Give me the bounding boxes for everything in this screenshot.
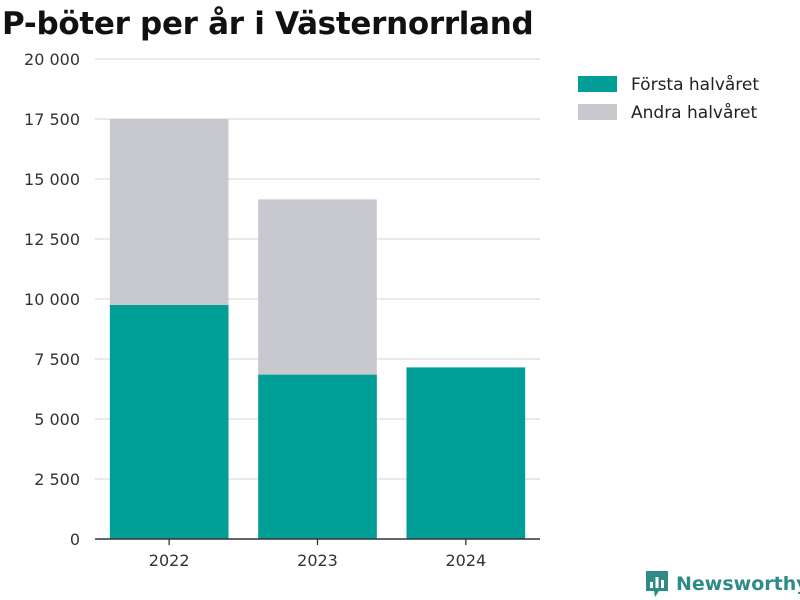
chart-title: P-böter per år i Västernorrland [2,6,534,42]
legend-label: Andra halvåret [631,102,757,123]
y-tick-label: 17 500 [24,110,80,129]
bar-2023-series-0 [258,374,377,539]
y-tick-label: 7 500 [34,350,80,369]
brand-name: Newsworthy [676,573,800,595]
bar-2022-series-0 [109,305,229,539]
y-tick-label: 15 000 [24,170,80,189]
legend-swatch [578,76,617,92]
y-tick-label: 2 500 [34,470,80,489]
brand-logo: Newsworthy [644,569,800,599]
y-tick-label: 5 000 [34,410,80,429]
y-tick-label: 10 000 [24,290,80,309]
x-axis-ticks: 2022 2023 2024 [149,539,486,570]
bars [109,119,526,539]
legend: Första halvåret Andra halvåret [578,74,759,123]
y-tick-label: 0 [70,530,80,549]
legend-label: Första halvåret [631,74,759,95]
bar-2024-series-0 [406,367,526,539]
bar-chart-logo-icon [646,571,668,597]
y-tick-label: 20 000 [24,50,80,69]
y-tick-label: 12 500 [24,230,80,249]
x-tick-label: 2024 [445,551,486,570]
x-tick-label: 2023 [297,551,338,570]
bar-2023-series-1 [258,199,377,375]
bar-2022-series-1 [109,119,229,305]
x-tick-label: 2022 [149,551,190,570]
y-axis-ticks: 0 2 500 5 000 7 500 10 000 12 500 15 000 17 500… [24,50,80,549]
legend-swatch [578,104,617,120]
